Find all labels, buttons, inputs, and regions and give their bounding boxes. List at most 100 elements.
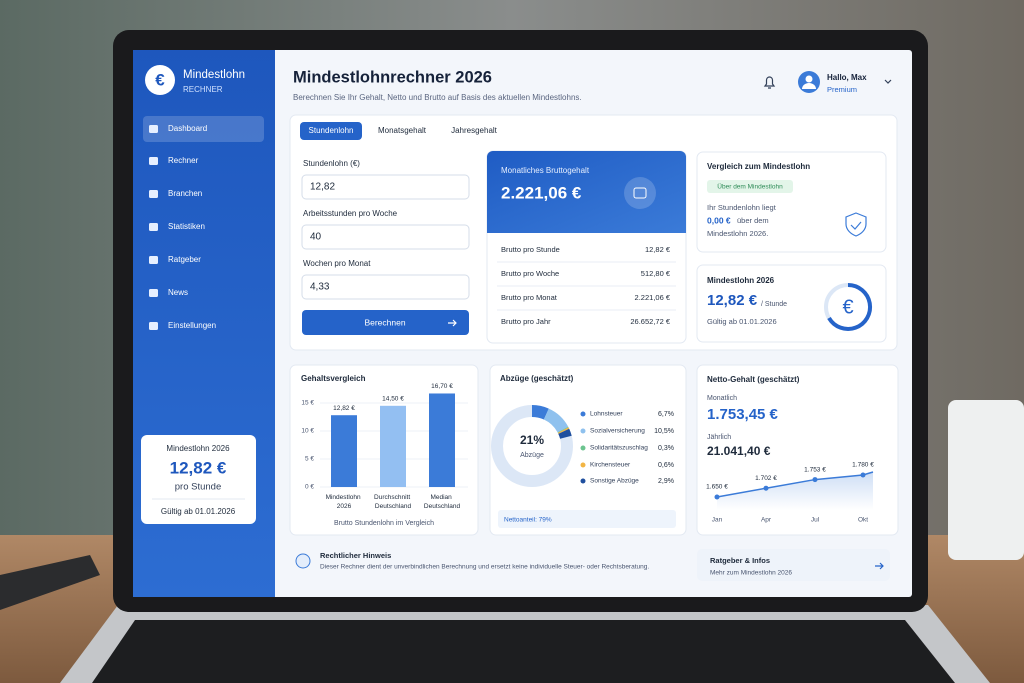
logo — [145, 65, 175, 95]
legend-value: 2,9% — [658, 478, 674, 485]
value-label: 1.702 € — [755, 475, 777, 482]
tab[interactable]: Monatsgehalt — [378, 126, 427, 135]
x-tick-label: Median Deutschland — [424, 494, 461, 510]
mug — [948, 400, 1024, 560]
bell-icon[interactable] — [763, 76, 776, 89]
input[interactable] — [301, 174, 470, 200]
nav-icon — [149, 190, 158, 198]
minimum-wage-card — [696, 264, 887, 343]
legend-dot — [580, 462, 586, 468]
deductions-card — [489, 364, 687, 536]
wage-value: 12,82 € — [707, 292, 758, 309]
row-label: Brutto pro Stunde — [501, 245, 560, 254]
nav-item[interactable]: Ratgeber — [168, 255, 201, 264]
notice-icon — [295, 553, 311, 569]
value-label: 14,50 € — [382, 396, 404, 403]
donut-footer: Nettoanteil: 79% — [504, 517, 552, 524]
gauge-arc — [827, 282, 873, 331]
nav-icon — [149, 289, 158, 297]
net-monthly: 1.753,45 € — [707, 406, 779, 423]
nav-item[interactable]: Branchen — [168, 189, 202, 198]
label: Monatliches Bruttogehalt — [501, 166, 590, 175]
donut-segment — [543, 408, 569, 433]
nav-icon — [149, 125, 158, 133]
nav-icon — [149, 322, 158, 330]
nav-item[interactable]: Einstellungen — [168, 321, 216, 330]
chart-title: Gehaltsvergleich — [301, 374, 366, 383]
chevron[interactable] — [884, 79, 892, 84]
brand-sub: RECHNER — [183, 85, 223, 94]
donut-center: 21% — [520, 433, 544, 447]
link-arrow — [875, 562, 884, 570]
chart-title: Abzüge (geschätzt) — [500, 374, 574, 383]
tab[interactable]: Jahresgehalt — [451, 126, 498, 135]
highlight: 0,00 € — [707, 215, 731, 225]
label: Mindestlohn 2026. — [707, 229, 768, 238]
value-label: 12,82 € — [333, 405, 355, 412]
badge-label: Über dem Mindestlohn — [717, 183, 783, 191]
point — [763, 485, 769, 491]
legend-label: Kirchensteuer — [590, 462, 631, 469]
comparison-card — [696, 151, 887, 253]
value-label: 1.753 € — [804, 466, 826, 473]
link-card[interactable] — [697, 549, 890, 581]
nav-item[interactable]: Dashboard — [168, 124, 207, 133]
label: Rechtlicher Hinweis — [320, 551, 391, 560]
chart-title: Netto-Gehalt (geschätzt) — [707, 375, 800, 384]
x-tick-label: Apr — [761, 517, 772, 524]
nav-item[interactable]: Rechner — [168, 156, 199, 165]
button[interactable] — [302, 310, 469, 335]
nav-icon — [149, 157, 158, 165]
value-label: 1.780 € — [852, 462, 874, 469]
x-tick-label: Durchschnitt Deutschland — [374, 494, 412, 510]
row-value: 512,80 € — [641, 269, 671, 278]
value-label: 1.650 € — [706, 484, 728, 491]
bar — [331, 415, 357, 487]
label[interactable]: Mehr zum Mindestlohn 2026 — [710, 570, 792, 577]
gauge-icon: € — [842, 296, 853, 318]
label: Ihr Stundenlohn liegt — [707, 203, 777, 212]
input[interactable] — [301, 274, 470, 300]
input-value: 40 — [310, 232, 322, 243]
legend-value: 10,5% — [654, 428, 674, 435]
x-tick-label: Jul — [811, 517, 820, 524]
legend-dot — [580, 445, 586, 451]
legend-label: Solidaritätszuschlag — [590, 445, 648, 452]
label[interactable]: Ratgeber & Infos — [710, 556, 770, 565]
donut-segment — [531, 405, 549, 420]
value-label: 16,70 € — [431, 383, 453, 390]
area — [717, 472, 873, 510]
legend-value: 0,6% — [658, 462, 674, 469]
bar — [429, 393, 455, 487]
shield-icon — [845, 212, 867, 237]
footer-box — [498, 510, 676, 528]
x-tick-label: Okt — [858, 517, 868, 524]
label: Vergleich zum Mindestlohn — [707, 162, 810, 171]
point — [714, 494, 720, 500]
input[interactable] — [301, 224, 470, 250]
nav-item[interactable]: News — [168, 288, 188, 297]
nav-icon — [149, 256, 158, 264]
row-value: 2.221,06 € — [635, 293, 671, 302]
donut-segment — [558, 428, 572, 439]
legend-dot — [580, 411, 586, 417]
button-label[interactable]: Berechnen — [364, 317, 405, 327]
brutto-value: 2.221,06 € — [501, 183, 582, 202]
legend-dot — [580, 478, 586, 484]
user-name: Hallo, Max — [827, 73, 867, 82]
nav-item[interactable]: Statistiken — [168, 222, 205, 231]
label: Jährlich — [707, 434, 731, 441]
point — [860, 472, 866, 478]
row-value: 26.652,72 € — [630, 317, 670, 326]
legend-label: Lohnsteuer — [590, 411, 623, 418]
row-label: Brutto pro Jahr — [501, 317, 551, 326]
brutto-header — [487, 151, 686, 233]
tab[interactable]: Stundenlohn — [309, 126, 354, 135]
field-label: Stundenlohn (€) — [303, 159, 360, 168]
y-tick-label: 0 € — [305, 484, 314, 491]
nav-active — [143, 116, 264, 142]
badge — [707, 180, 793, 193]
label: über dem — [737, 216, 769, 225]
field-label: Wochen pro Monat — [303, 259, 371, 268]
